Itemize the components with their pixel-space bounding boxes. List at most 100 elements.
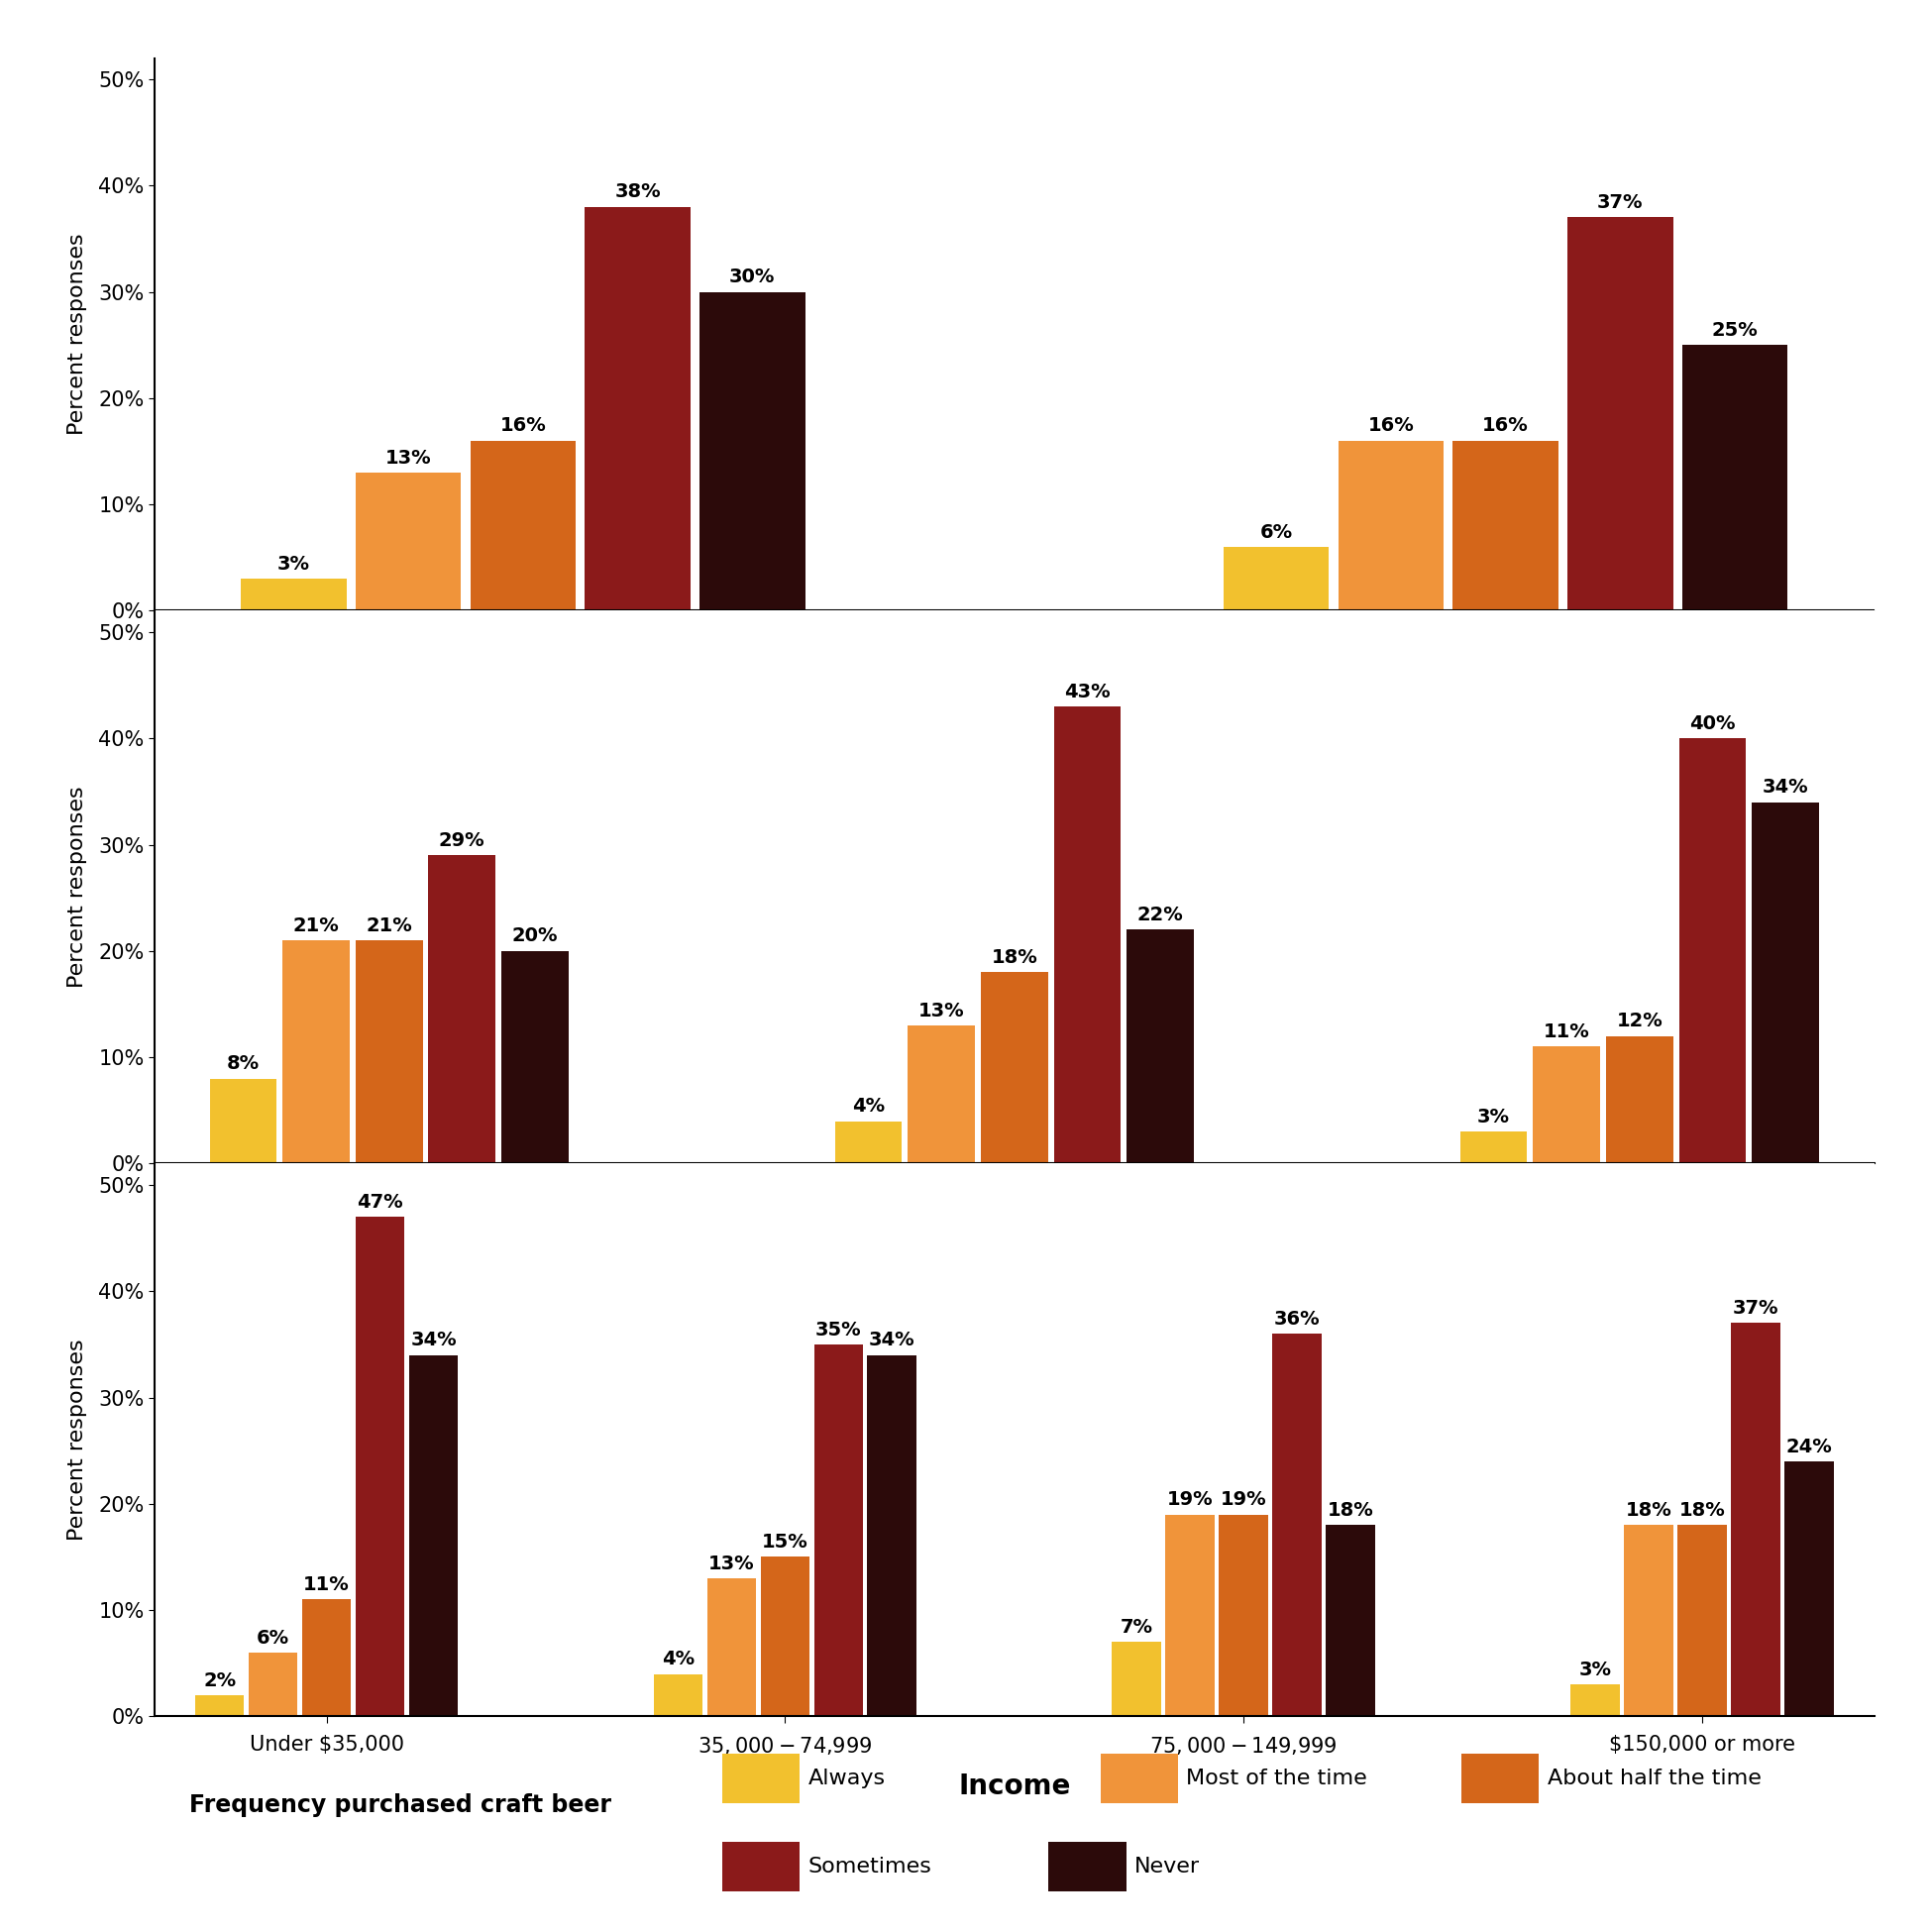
Text: 22%: 22%: [1138, 906, 1184, 923]
Bar: [1113, 1642, 1161, 1716]
Bar: [355, 473, 462, 611]
Text: 3%: 3%: [278, 554, 311, 574]
Y-axis label: Percent responses: Percent responses: [68, 786, 87, 987]
Bar: [1679, 738, 1747, 1163]
Bar: [410, 1354, 458, 1716]
Bar: [1053, 707, 1121, 1163]
Text: 37%: 37%: [1598, 193, 1644, 213]
Bar: [653, 1673, 703, 1716]
Bar: [1165, 1515, 1215, 1716]
Text: 16%: 16%: [500, 417, 547, 435]
Text: 16%: 16%: [1482, 417, 1528, 435]
Bar: [1785, 1461, 1833, 1716]
Bar: [195, 1694, 243, 1716]
Bar: [1461, 1132, 1526, 1163]
FancyBboxPatch shape: [1049, 1841, 1126, 1891]
Bar: [1339, 440, 1443, 611]
Text: 15%: 15%: [761, 1532, 808, 1551]
FancyBboxPatch shape: [723, 1841, 800, 1891]
Bar: [301, 1600, 352, 1716]
Text: About half the time: About half the time: [1548, 1768, 1762, 1789]
Text: Frequency purchased craft beer: Frequency purchased craft beer: [189, 1793, 611, 1816]
Text: 13%: 13%: [384, 448, 431, 468]
Bar: [1752, 802, 1820, 1163]
Bar: [761, 1557, 810, 1716]
Bar: [1126, 929, 1194, 1163]
Bar: [1273, 1333, 1321, 1716]
Text: 4%: 4%: [661, 1650, 694, 1669]
Text: 3%: 3%: [1478, 1107, 1511, 1126]
Bar: [1625, 1524, 1673, 1716]
Bar: [835, 1121, 902, 1163]
Text: 34%: 34%: [1762, 779, 1808, 796]
Text: 24%: 24%: [1785, 1437, 1832, 1457]
Text: Most of the time: Most of the time: [1186, 1768, 1368, 1789]
Bar: [707, 1578, 755, 1716]
Bar: [1453, 440, 1559, 611]
Text: 19%: 19%: [1167, 1490, 1213, 1509]
Text: 29%: 29%: [439, 831, 485, 850]
Bar: [813, 1345, 864, 1716]
Text: 19%: 19%: [1221, 1490, 1267, 1509]
Text: 43%: 43%: [1065, 682, 1111, 701]
Bar: [282, 941, 350, 1163]
Bar: [867, 1354, 916, 1716]
Y-axis label: Percent responses: Percent responses: [68, 1339, 87, 1542]
Y-axis label: Percent responses: Percent responses: [68, 234, 87, 435]
Text: 2%: 2%: [203, 1671, 236, 1690]
FancyBboxPatch shape: [1461, 1754, 1538, 1803]
Bar: [1223, 547, 1329, 611]
Text: 6%: 6%: [257, 1629, 290, 1648]
Bar: [585, 207, 690, 611]
Text: 13%: 13%: [918, 1001, 964, 1020]
Text: 11%: 11%: [1544, 1022, 1590, 1041]
Text: 18%: 18%: [1679, 1501, 1725, 1520]
Text: 6%: 6%: [1260, 524, 1293, 541]
Text: 18%: 18%: [1327, 1501, 1374, 1520]
Bar: [502, 951, 568, 1163]
Bar: [242, 580, 346, 611]
Bar: [1534, 1047, 1600, 1163]
Text: 34%: 34%: [410, 1331, 456, 1350]
Bar: [1677, 1524, 1727, 1716]
Text: 11%: 11%: [303, 1575, 350, 1594]
Text: 3%: 3%: [1578, 1660, 1611, 1679]
Bar: [355, 941, 423, 1163]
Bar: [429, 856, 495, 1163]
Text: 7%: 7%: [1121, 1617, 1153, 1636]
Text: 20%: 20%: [512, 927, 558, 945]
Text: 36%: 36%: [1273, 1310, 1320, 1329]
X-axis label: Income: Income: [958, 1774, 1070, 1801]
Text: 38%: 38%: [614, 184, 661, 201]
Bar: [1325, 1524, 1376, 1716]
Text: 34%: 34%: [869, 1331, 916, 1350]
Text: 4%: 4%: [852, 1097, 885, 1117]
Bar: [1567, 218, 1673, 611]
Bar: [1683, 346, 1787, 611]
Text: Always: Always: [808, 1768, 885, 1789]
X-axis label: Generation: Generation: [927, 1217, 1101, 1246]
Bar: [699, 292, 806, 611]
Text: 40%: 40%: [1689, 715, 1735, 732]
Bar: [1219, 1515, 1267, 1716]
Text: Never: Never: [1134, 1857, 1200, 1876]
Text: 18%: 18%: [991, 949, 1037, 966]
Text: 30%: 30%: [728, 269, 775, 286]
Bar: [1571, 1685, 1619, 1716]
X-axis label: Gender: Gender: [958, 665, 1070, 694]
Bar: [981, 972, 1047, 1163]
Text: 18%: 18%: [1625, 1501, 1671, 1520]
Text: Sometimes: Sometimes: [808, 1857, 931, 1876]
Text: 16%: 16%: [1368, 417, 1414, 435]
Text: 37%: 37%: [1733, 1298, 1779, 1318]
FancyBboxPatch shape: [1101, 1754, 1179, 1803]
Bar: [1731, 1323, 1779, 1716]
Bar: [355, 1217, 404, 1716]
Text: 47%: 47%: [357, 1192, 404, 1211]
Text: 35%: 35%: [815, 1320, 862, 1339]
Bar: [1605, 1036, 1673, 1163]
Text: 21%: 21%: [365, 916, 412, 935]
Bar: [908, 1026, 976, 1163]
Text: 12%: 12%: [1617, 1012, 1663, 1032]
FancyBboxPatch shape: [723, 1754, 800, 1803]
